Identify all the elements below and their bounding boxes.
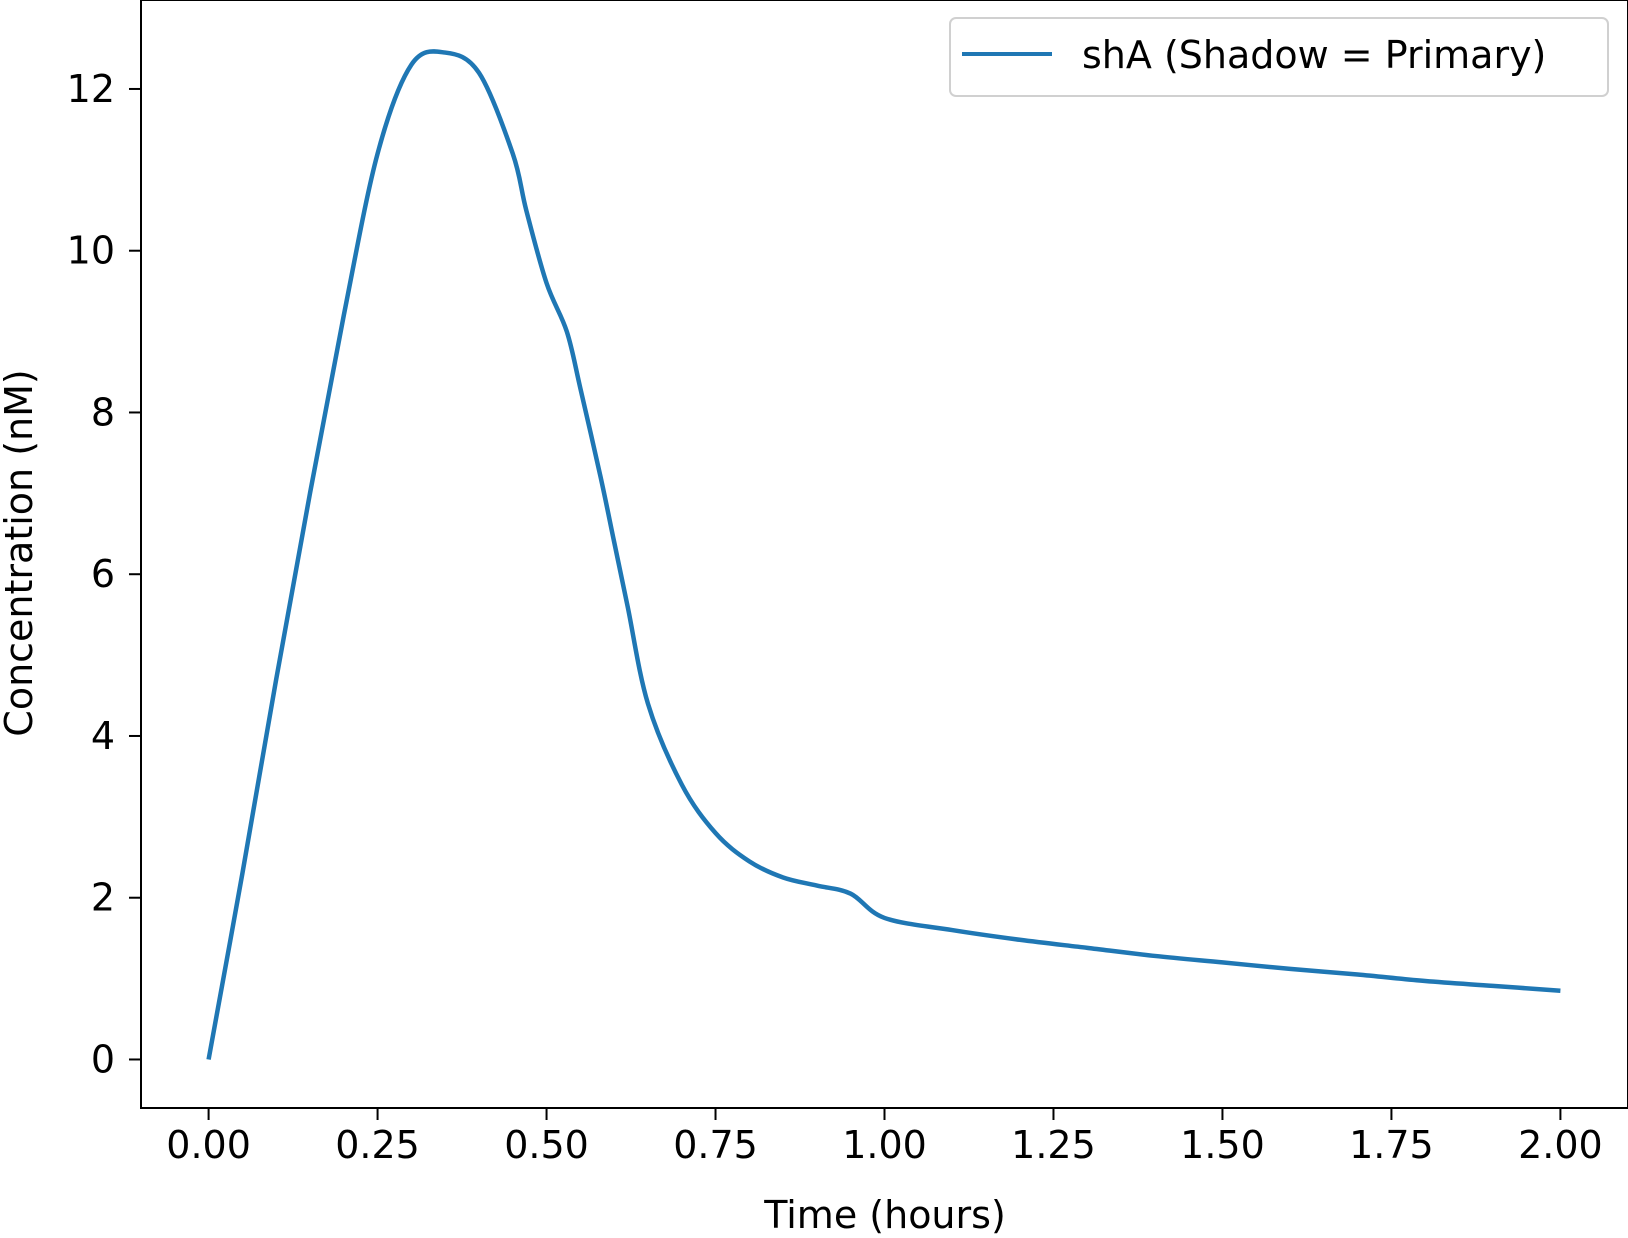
x-tick-label: 1.00 (842, 1123, 927, 1167)
y-tick-label: 4 (91, 714, 115, 758)
y-tick-label: 12 (67, 67, 115, 111)
y-tick-label: 0 (91, 1037, 115, 1081)
y-axis-title: Concentration (nM) (0, 369, 41, 736)
series-line (206, 49, 1561, 1060)
x-tick-label: 0.25 (335, 1123, 420, 1167)
y-tick-label: 8 (91, 390, 115, 434)
x-tick-label: 1.25 (1011, 1123, 1096, 1167)
y-tick-label: 2 (91, 876, 115, 920)
x-tick-label: 0.00 (166, 1123, 251, 1167)
ticks-layer: 0.00 0.25 0.50 0.75 1.00 1.25 1.50 1.75 2.00 0 2 4 6… (67, 67, 1603, 1167)
x-tick-label: 1.75 (1349, 1123, 1434, 1167)
x-tick-label: 0.50 (504, 1123, 589, 1167)
plot-frame (140, 0, 1628, 1109)
x-tick-label: 2.00 (1518, 1123, 1603, 1167)
legend-label: shA (Shadow = Primary) (1082, 33, 1546, 77)
legend-box (949, 17, 1609, 97)
legend: shA (Shadow = Primary) (949, 17, 1609, 97)
x-tick-label: 0.75 (673, 1123, 758, 1167)
y-tick-label: 6 (91, 552, 115, 596)
y-tick-label: 10 (67, 229, 115, 273)
x-axis-title: Time (hours) (763, 1193, 1006, 1237)
x-tick-label: 1.50 (1180, 1123, 1265, 1167)
series-layer (206, 49, 1561, 1060)
